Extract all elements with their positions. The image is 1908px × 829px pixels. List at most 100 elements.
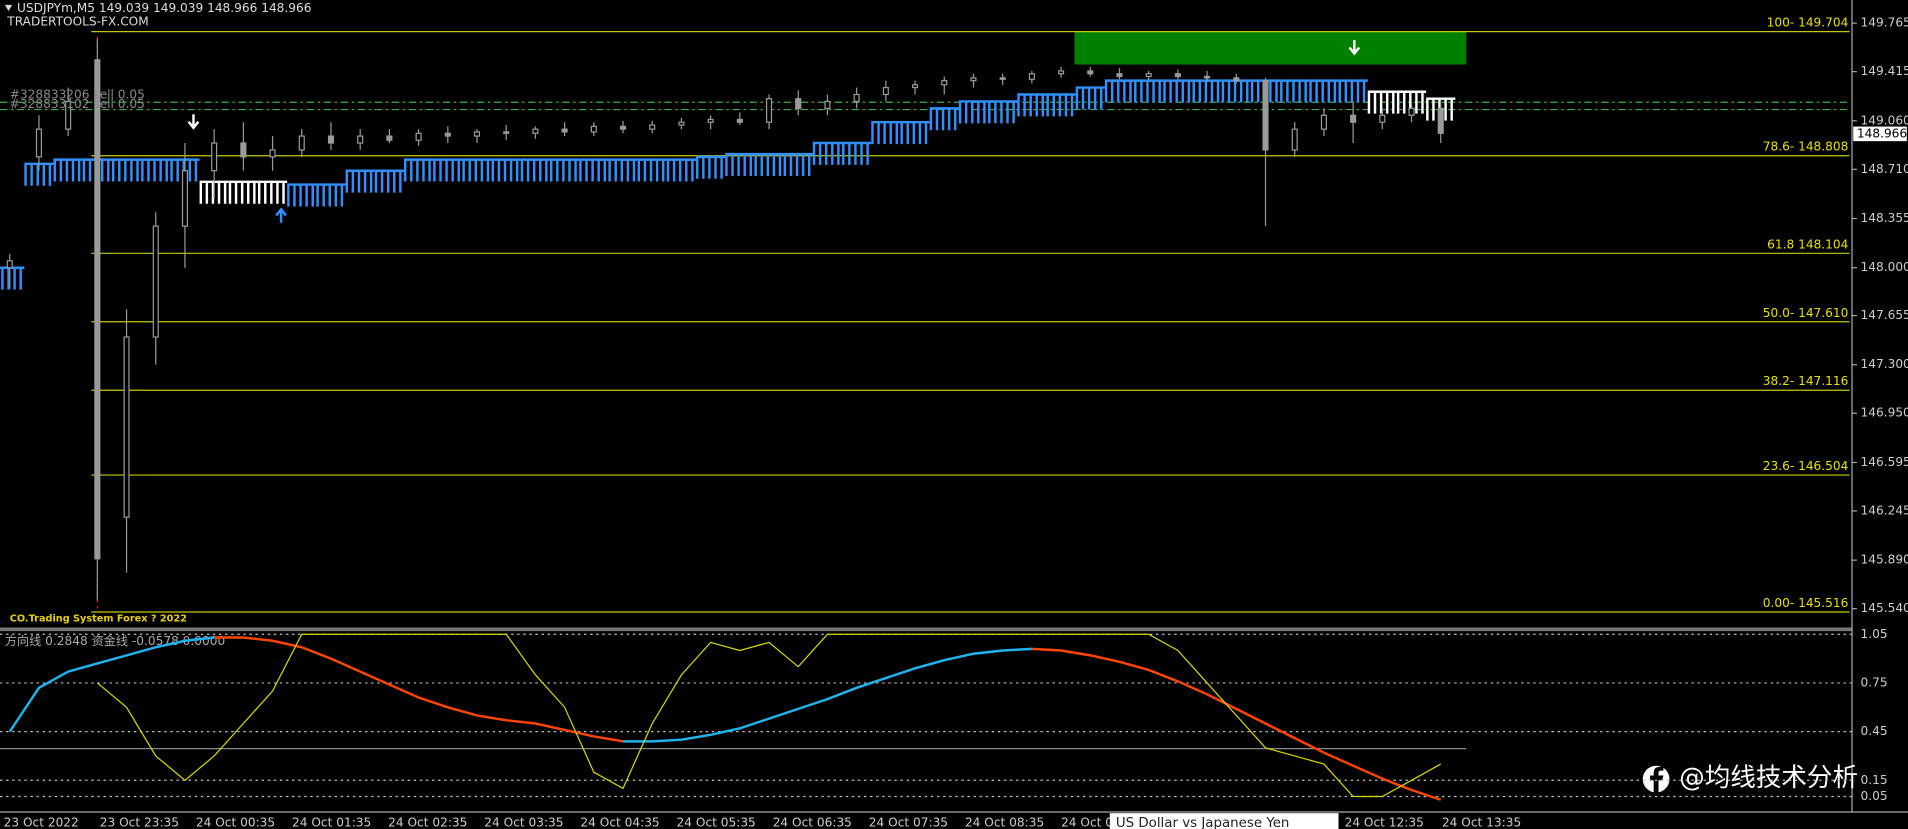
trend-stop-hatch [1075, 86, 1105, 110]
subtitle: TRADERTOOLS-FX.COM [6, 14, 148, 28]
trend-stop [900, 121, 930, 145]
watermark: @均线技术分析 [1679, 763, 1858, 793]
oscillator-line [214, 636, 624, 743]
candle-body [1233, 77, 1240, 82]
candle-body [912, 84, 919, 89]
trend-stop-hatch [666, 158, 697, 182]
trend-stop-hatch [403, 158, 434, 182]
trend-stop [316, 183, 346, 207]
trend-stop [783, 152, 813, 177]
trend-stop-hatch [550, 158, 580, 182]
oscillator-line [96, 633, 1442, 798]
y-tick-label: 148.000 [1861, 260, 1908, 274]
last-price-box [1853, 126, 1907, 142]
y-tick-label: 147.300 [1861, 357, 1908, 371]
trend-stop-hatch [257, 180, 288, 204]
symbol-title: USDJPYm,M5 149.039 149.039 148.966 148.9… [17, 1, 311, 15]
candle-body [1116, 73, 1123, 78]
trend-stop [696, 155, 726, 179]
y-tick-label: 147.655 [1861, 308, 1908, 322]
trend-stop [403, 158, 434, 182]
candle-body [678, 121, 685, 126]
trend-stop [579, 158, 609, 182]
trend-stop [1309, 79, 1339, 103]
fib-label: 100- 149.704 [1767, 16, 1849, 30]
trend-stop [1163, 79, 1193, 103]
candle-body [1262, 80, 1269, 151]
candle-body [269, 149, 276, 158]
trend-stop [988, 100, 1018, 124]
trend-stop-hatch [696, 155, 726, 179]
trend-stop-hatch [958, 100, 989, 124]
y-tick-label: 0.75 [1861, 675, 1888, 689]
trend-stop-hatch [1338, 79, 1368, 103]
candle-body [240, 142, 247, 158]
sell-arrow [187, 114, 200, 130]
candle-body [1028, 73, 1035, 80]
trend-stop [812, 141, 843, 165]
trend-stop-hatch [1367, 90, 1397, 114]
trend-stop [345, 169, 375, 193]
trend-stop-hatch [111, 158, 142, 182]
tooltip: US Dollar vs Japanese Yen [1116, 816, 1290, 829]
candle-body [327, 135, 335, 144]
y-tick-label: 145.540 [1861, 601, 1908, 615]
candle-body [765, 98, 773, 123]
x-tick-label: 24 Oct 07:35 [869, 815, 948, 829]
candle-body [1087, 70, 1094, 75]
x-tick-label: 24 Oct 06:35 [773, 815, 852, 829]
candle-body [6, 260, 13, 269]
trend-stop-hatch [141, 158, 171, 182]
candle-body [181, 170, 189, 227]
trend-stop-hatch [1104, 79, 1135, 103]
candle-body [707, 118, 714, 123]
y-tick-label: 146.245 [1861, 503, 1908, 517]
trend-stop-hatch [871, 121, 901, 145]
trend-stop [462, 158, 492, 182]
candle-body [1145, 73, 1152, 78]
trend-stop-hatch [1280, 79, 1310, 103]
x-tick-label: 24 Oct 02:35 [388, 815, 467, 829]
candle-body [1320, 114, 1327, 130]
fib-label: 0.00- 145.516 [1763, 596, 1849, 610]
candle-body [386, 135, 393, 141]
footer: CO.Trading System Forex ? 2022 [10, 613, 187, 624]
candle-body [1379, 114, 1386, 123]
trend-stop [666, 158, 697, 182]
x-tick-label: 24 Oct 01:35 [292, 815, 371, 829]
fib-label: 38.2- 147.116 [1763, 374, 1849, 388]
candle-body [35, 128, 42, 158]
trend-stop-hatch [520, 158, 551, 182]
trend-stop-hatch [988, 100, 1018, 124]
oscillator-line [1031, 647, 1442, 801]
trend-stop [608, 158, 638, 182]
x-tick-label: 24 Oct 04:35 [580, 815, 659, 829]
trend-stop [958, 100, 989, 124]
trend-stop-hatch [1134, 79, 1164, 103]
candle-body [152, 225, 159, 338]
sell-zone [1074, 31, 1467, 65]
x-tick-label: 24 Oct 08:35 [965, 815, 1044, 829]
y-tick-label: 148.710 [1861, 162, 1908, 176]
trend-stop-hatch [725, 152, 755, 177]
tooltip-box [1109, 813, 1339, 829]
trend-stop [520, 158, 551, 182]
trend-stop [1338, 79, 1368, 103]
candle-body [1408, 107, 1415, 116]
trend-stop-hatch [345, 169, 375, 193]
trend-stop [1280, 79, 1310, 103]
trend-stop-hatch [1017, 93, 1047, 117]
trend-stop [228, 180, 258, 204]
candle-body [736, 118, 743, 123]
y-tick-label: 149.415 [1861, 64, 1908, 78]
buy-arrow [275, 207, 287, 223]
candle-body [1291, 128, 1298, 151]
candle-body [1437, 107, 1444, 134]
candle-body [649, 124, 656, 130]
y-tick-label: 146.595 [1861, 455, 1908, 469]
trend-stop-hatch [637, 158, 667, 182]
y-tick-label: 0.05 [1861, 789, 1888, 803]
x-tick-label: 24 Oct 03:35 [484, 815, 563, 829]
